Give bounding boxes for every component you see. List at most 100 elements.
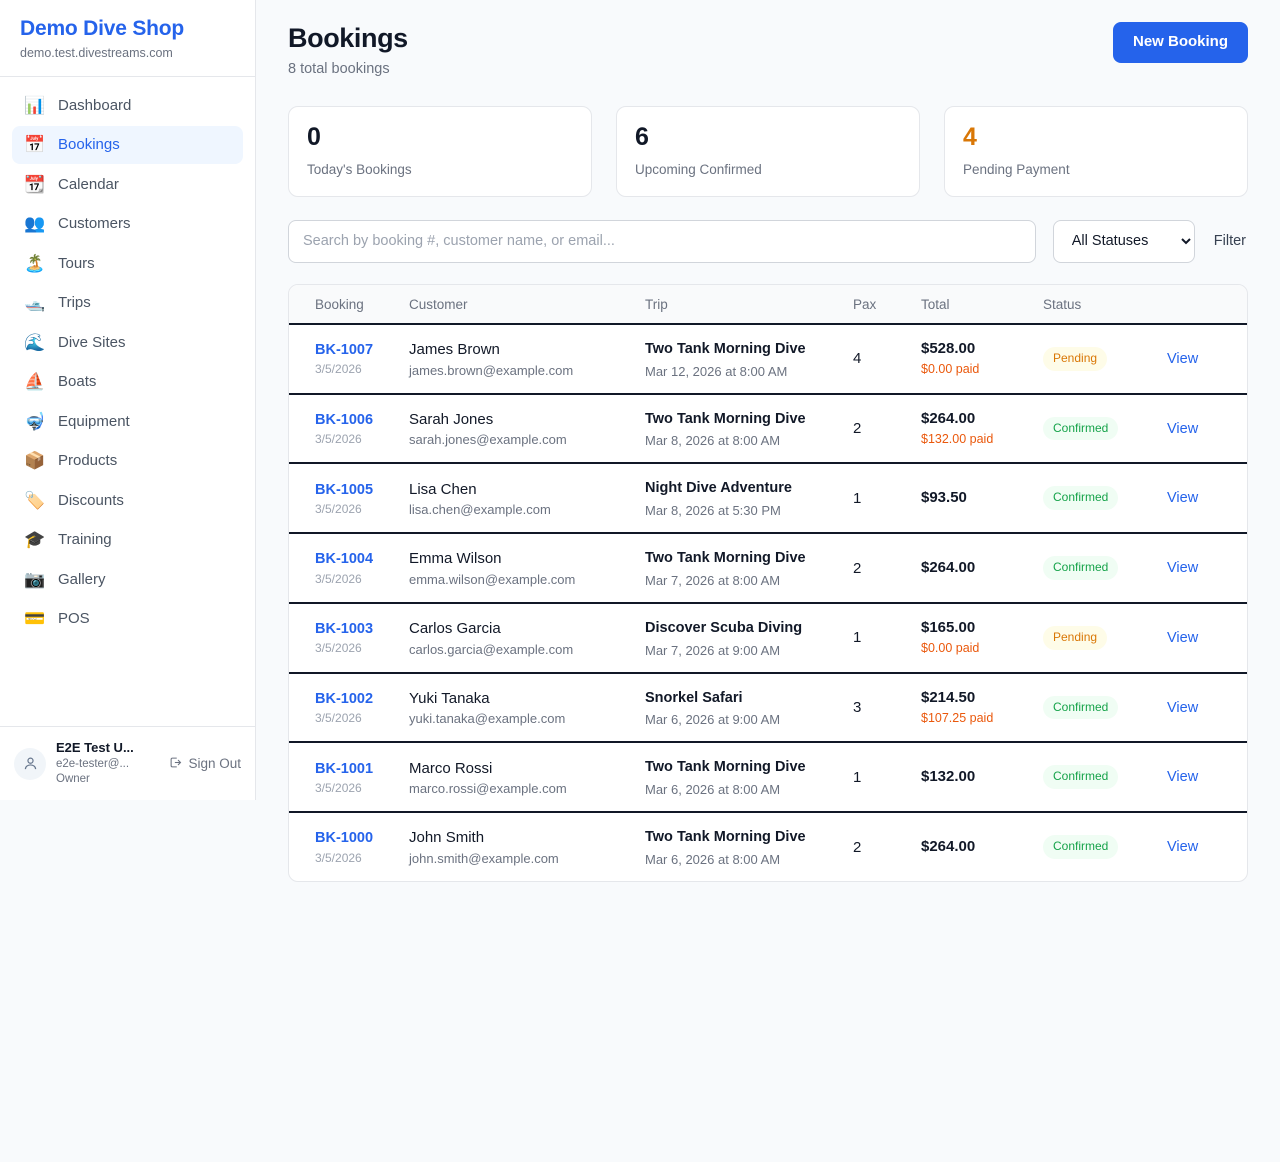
sidebar-item-equipment[interactable]: 🤿 Equipment — [12, 403, 243, 441]
customer-email: carlos.garcia@example.com — [409, 641, 574, 657]
view-booking-link[interactable]: View — [1167, 420, 1199, 437]
sidebar-item-pos[interactable]: 💳 POS — [12, 600, 243, 638]
trip-datetime: Mar 8, 2026 at 8:00 AM — [645, 433, 781, 449]
view-booking-link[interactable]: View — [1167, 490, 1199, 507]
cell-status: Confirmed — [1033, 533, 1157, 604]
cell-total: $528.00 $0.00 paid — [911, 323, 1033, 395]
sidebar-item-dive-sites[interactable]: 🌊 Dive Sites — [12, 324, 243, 362]
view-booking-link[interactable]: View — [1167, 350, 1199, 367]
wave-icon: 🌊 — [24, 332, 46, 352]
stats-row: 0 Today's Bookings 6 Upcoming Confirmed 4 Pen… — [288, 106, 1248, 197]
table-body: BK-1007 3/5/2026 James Brown james.brown@ex… — [289, 323, 1247, 881]
table-row[interactable]: BK-1007 3/5/2026 James Brown james.brown@ex… — [289, 323, 1247, 395]
sidebar-item-tours[interactable]: 🏝️ Tours — [12, 245, 243, 283]
view-booking-link[interactable]: View — [1167, 560, 1199, 577]
view-booking-link[interactable]: View — [1167, 769, 1199, 786]
tag-icon: 🏷️ — [24, 490, 46, 510]
motor-boat-icon: 🛥️ — [24, 293, 46, 313]
total-amount: $264.00 — [921, 410, 976, 428]
booking-id-link[interactable]: BK-1002 — [315, 690, 374, 707]
sidebar-item-boats[interactable]: ⛵ Boats — [12, 363, 243, 401]
desert-island-icon: 🏝️ — [24, 253, 46, 273]
stat-value: 6 — [635, 123, 649, 152]
table-column-header: Customer — [399, 284, 635, 325]
table-row[interactable]: BK-1001 3/5/2026 Marco Rossi marco.rossi@ex… — [289, 742, 1247, 814]
booking-id-link[interactable]: BK-1007 — [315, 342, 374, 359]
cell-status: Pending — [1033, 602, 1157, 674]
booking-id-link[interactable]: BK-1003 — [315, 621, 374, 638]
booking-id-link[interactable]: BK-1001 — [315, 760, 374, 777]
credit-card-icon: 💳 — [24, 609, 46, 629]
sidebar-item-dashboard[interactable]: 📊 Dashboard — [12, 87, 243, 125]
page-header: Bookings 8 total bookings New Booking — [288, 22, 1248, 77]
sign-out-button[interactable]: Sign Out — [168, 755, 241, 773]
user-role: Owner — [56, 773, 90, 786]
view-booking-link[interactable]: View — [1167, 629, 1199, 646]
cell-booking: BK-1005 3/5/2026 — [289, 463, 399, 535]
sidebar-item-discounts[interactable]: 🏷️ Discounts — [12, 482, 243, 520]
sidebar-item-products[interactable]: 📦 Products — [12, 442, 243, 480]
sidebar-item-training[interactable]: 🎓 Training — [12, 521, 243, 559]
table-row[interactable]: BK-1005 3/5/2026 Lisa Chen lisa.chen@exampl… — [289, 463, 1247, 535]
table-row[interactable]: BK-1006 3/5/2026 Sarah Jones sarah.jones@ex… — [289, 393, 1247, 465]
sidebar-item-label: Products — [58, 452, 118, 469]
customer-email: yuki.tanaka@example.com — [409, 711, 566, 727]
sidebar-item-label: Training — [58, 531, 112, 548]
brand-domain: demo.test.divestreams.com — [20, 46, 173, 61]
avatar — [14, 747, 46, 780]
cell-status: Confirmed — [1033, 672, 1157, 744]
sidebar-item-label: Bookings — [58, 136, 120, 153]
cell-action: View — [1157, 812, 1247, 881]
sidebar-item-bookings[interactable]: 📅 Bookings — [12, 126, 243, 164]
page-title: Bookings — [288, 23, 408, 53]
cell-booking: BK-1003 3/5/2026 — [289, 602, 399, 674]
status-badge: Confirmed — [1043, 695, 1119, 720]
status-badge: Confirmed — [1043, 556, 1119, 580]
paid-amount: $132.00 paid — [921, 431, 994, 446]
view-booking-link[interactable]: View — [1167, 839, 1199, 856]
total-amount: $214.50 — [921, 689, 976, 707]
table-column-header — [1157, 284, 1247, 325]
brand-title: Demo Dive Shop — [20, 17, 185, 40]
cell-pax: 3 — [843, 672, 911, 744]
booking-id-link[interactable]: BK-1000 — [315, 830, 374, 847]
cell-booking: BK-1002 3/5/2026 — [289, 672, 399, 744]
table-row[interactable]: BK-1004 3/5/2026 Emma Wilson emma.wilson@ex… — [289, 533, 1247, 604]
sidebar-item-gallery[interactable]: 📷 Gallery — [12, 561, 243, 599]
sidebar-item-calendar[interactable]: 📆 Calendar — [12, 166, 243, 204]
stat-card: 0 Today's Bookings — [288, 106, 592, 197]
status-filter-select[interactable]: All Statuses — [1052, 219, 1195, 263]
customer-email: emma.wilson@example.com — [409, 571, 576, 587]
booking-id-link[interactable]: BK-1005 — [315, 481, 374, 498]
customer-name: Carlos Garcia — [409, 620, 501, 638]
booking-id-link[interactable]: BK-1006 — [315, 411, 374, 428]
sidebar-item-customers[interactable]: 👥 Customers — [12, 205, 243, 243]
table-row[interactable]: BK-1002 3/5/2026 Yuki Tanaka yuki.tanaka@ex… — [289, 672, 1247, 744]
booking-created-date: 3/5/2026 — [315, 711, 362, 726]
customer-name: James Brown — [409, 341, 500, 359]
cell-customer: Emma Wilson emma.wilson@example.com — [399, 533, 635, 604]
table-row[interactable]: BK-1000 3/5/2026 John Smith john.smith@exam… — [289, 812, 1247, 881]
new-booking-button[interactable]: New Booking — [1112, 22, 1248, 63]
cell-total: $93.50 — [911, 463, 1033, 535]
filters-row: All Statuses Filter — [288, 219, 1248, 263]
filter-button[interactable]: Filter — [1213, 233, 1246, 250]
view-booking-link[interactable]: View — [1167, 699, 1199, 716]
stat-value: 0 — [307, 123, 321, 152]
sign-out-icon — [168, 755, 183, 773]
total-amount: $264.00 — [921, 558, 976, 576]
sidebar-item-trips[interactable]: 🛥️ Trips — [12, 284, 243, 322]
search-input[interactable] — [288, 219, 1036, 263]
status-badge: Pending — [1043, 346, 1108, 371]
trip-name: Discover Scuba Diving — [645, 619, 803, 636]
calendar-17-icon: 📅 — [24, 135, 46, 155]
booking-id-link[interactable]: BK-1004 — [315, 551, 374, 568]
table-row[interactable]: BK-1003 3/5/2026 Carlos Garcia carlos.garci… — [289, 602, 1247, 674]
camera-icon: 📷 — [24, 569, 46, 589]
cell-customer: Lisa Chen lisa.chen@example.com — [399, 463, 635, 535]
cell-booking: BK-1000 3/5/2026 — [289, 812, 399, 881]
cell-trip: Night Dive Adventure Mar 8, 2026 at 5:30 … — [635, 463, 843, 535]
table-column-header: Total — [911, 284, 1033, 325]
cell-action: View — [1157, 533, 1247, 604]
